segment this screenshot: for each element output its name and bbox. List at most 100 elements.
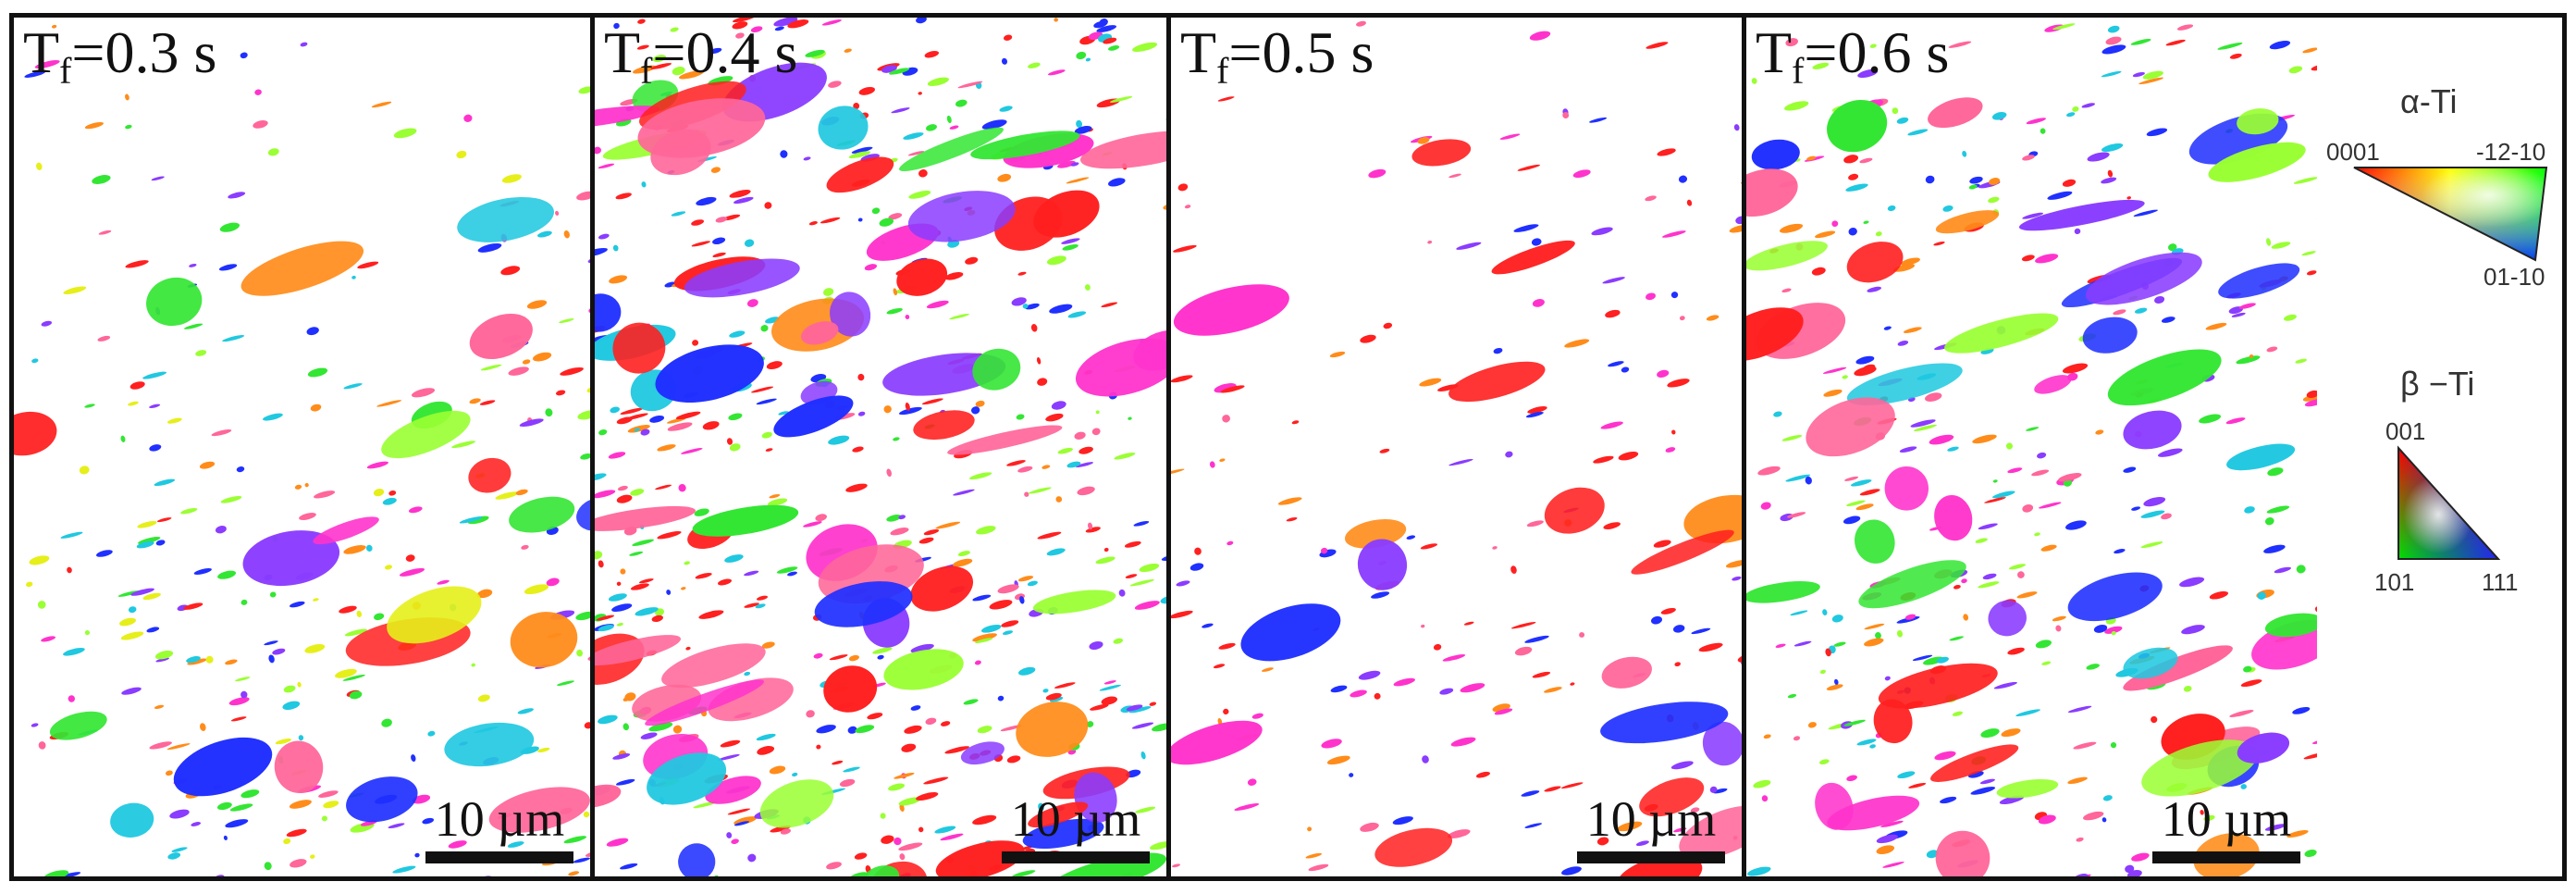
grain-speck <box>495 491 519 500</box>
grain-speck <box>155 657 169 663</box>
grain-speck <box>1670 292 1679 299</box>
grain-speck <box>2157 448 2183 457</box>
grain-speck <box>2217 43 2243 50</box>
grain-speck <box>910 643 934 653</box>
grain-speck <box>1374 692 1381 700</box>
grain-speck <box>1149 702 1157 706</box>
grain-speck <box>1698 642 1723 652</box>
grain-speck <box>2311 64 2317 71</box>
grain-speck <box>2266 346 2278 353</box>
grain-speck <box>889 68 910 75</box>
grain <box>759 779 834 828</box>
grain-speck <box>1972 434 1997 444</box>
grain-speck <box>709 47 722 55</box>
grain-speck <box>1845 183 1868 192</box>
grain-speck <box>437 579 450 585</box>
grain-speck <box>1103 547 1109 553</box>
grain-speck <box>2205 322 2227 330</box>
grain-speck <box>137 521 157 528</box>
grain-speck <box>2286 830 2309 838</box>
grain-speck <box>598 428 608 436</box>
grain-speck <box>2114 549 2126 554</box>
alpha-triangle-outline <box>2353 167 2548 262</box>
grain-speck <box>974 660 981 665</box>
grain-speck <box>2134 307 2148 314</box>
grain <box>468 457 512 493</box>
grain-speck <box>774 26 784 31</box>
grain-speck <box>240 789 260 799</box>
grain-map <box>595 18 1166 876</box>
grain-speck <box>828 81 842 88</box>
grain <box>896 258 948 296</box>
grain <box>595 635 682 666</box>
grain-speck <box>128 401 139 406</box>
grain-speck <box>940 721 951 726</box>
grain <box>146 277 203 327</box>
grain-speck <box>2034 532 2040 537</box>
grain-speck <box>1844 476 1859 481</box>
grain-speck <box>2146 128 2168 137</box>
grain-speck <box>822 288 834 296</box>
grain-speck <box>1526 520 1544 528</box>
grain-speck <box>1463 621 1474 626</box>
grain-speck <box>2183 686 2192 692</box>
grain-speck <box>2062 179 2077 187</box>
grain-speck <box>598 714 618 725</box>
grain-speck <box>2140 541 2163 549</box>
grain-speck <box>38 741 46 750</box>
grain-speck <box>1952 711 1963 716</box>
grain-speck <box>640 428 650 436</box>
grain-speck <box>2074 228 2081 235</box>
grain-speck <box>2104 626 2123 634</box>
grain-speck <box>848 151 871 159</box>
grain-speck <box>744 239 755 247</box>
grain-speck <box>1561 866 1582 875</box>
grain-speck <box>1863 364 1876 371</box>
grain-speck <box>1448 829 1471 838</box>
grain-speck <box>1790 610 1808 616</box>
grain-speck <box>925 717 937 725</box>
grain-speck <box>149 741 172 750</box>
grain-speck <box>1725 560 1742 568</box>
grain-speck <box>1848 173 1859 180</box>
grain-speck <box>1118 589 1126 597</box>
grain-speck <box>310 404 322 412</box>
grain-speck <box>477 694 490 702</box>
grain-speck <box>448 840 467 849</box>
grain-speck <box>1213 664 1226 669</box>
grain-speck <box>2304 399 2317 407</box>
grain-speck <box>282 701 301 710</box>
grain-speck <box>1732 576 1742 581</box>
grain-speck <box>1113 638 1124 644</box>
grain-speck <box>1089 641 1103 650</box>
grain-speck <box>715 217 728 223</box>
grain-speck <box>477 875 495 876</box>
grain <box>862 865 900 876</box>
grain-speck <box>886 515 902 522</box>
grain-speck <box>1251 713 1263 719</box>
grain <box>595 784 622 808</box>
grain-speck <box>2269 40 2291 50</box>
grain-speck <box>356 610 363 617</box>
grain-speck <box>1003 34 1013 41</box>
grain-speck <box>1896 117 1909 124</box>
grain-speck <box>672 725 683 734</box>
grain-speck <box>299 513 316 520</box>
grain-speck <box>1320 547 1328 554</box>
grain <box>595 505 696 531</box>
grain-speck <box>1602 277 1625 284</box>
grain-speck <box>1494 708 1513 715</box>
grain-speck <box>125 93 129 101</box>
grain-speck <box>1217 96 1235 102</box>
grain-speck <box>283 838 291 845</box>
grain-speck <box>761 641 775 649</box>
grain-speck <box>37 601 46 609</box>
grain-speck <box>1859 489 1880 496</box>
grain-speck <box>883 405 892 414</box>
grain-speck <box>612 244 619 252</box>
grain <box>907 191 1016 242</box>
grain-speck <box>864 264 878 271</box>
grain-speck <box>776 566 798 574</box>
grain-speck <box>595 490 616 499</box>
grain-speck <box>691 219 705 226</box>
